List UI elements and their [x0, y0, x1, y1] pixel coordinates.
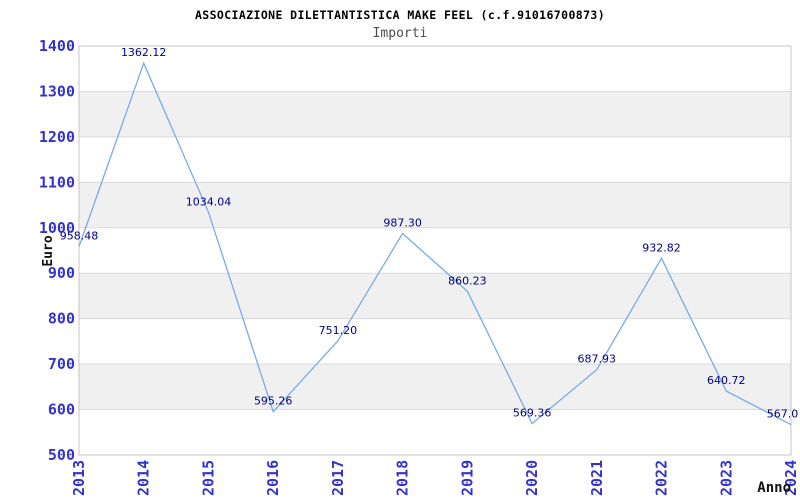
x-tick-label: 2015: [200, 460, 218, 496]
grid-band: [79, 364, 791, 410]
point-label: 567.0: [767, 408, 799, 421]
x-axis-title: Anno: [757, 480, 791, 496]
grid-band: [79, 182, 791, 228]
x-tick-label: 2014: [135, 460, 153, 496]
x-tick-label: 2017: [329, 460, 347, 496]
y-tick-label: 600: [48, 401, 75, 419]
x-tick-label: 2013: [70, 460, 88, 496]
y-axis-title: Euro: [41, 235, 56, 266]
y-tick-label: 800: [48, 310, 75, 328]
point-label: 687.93: [578, 353, 617, 366]
grid-band: [79, 91, 791, 137]
point-label: 932.82: [642, 241, 681, 254]
point-label: 1362.12: [121, 46, 167, 59]
grid-band: [79, 273, 791, 319]
y-tick-label: 900: [48, 264, 75, 282]
point-label: 987.30: [383, 217, 422, 230]
y-tick-label: 700: [48, 355, 75, 373]
point-label: 860.23: [448, 274, 487, 287]
chart-subtitle: Importi: [372, 26, 428, 41]
plot-border: [78, 45, 792, 456]
point-label: 595.26: [254, 395, 293, 408]
chart-title: ASSOCIAZIONE DILETTANTISTICA MAKE FEEL (…: [194, 8, 606, 22]
point-label: 569.36: [513, 407, 552, 420]
x-tick-label: 2016: [264, 460, 282, 496]
y-tick-label: 1100: [39, 173, 75, 191]
point-label: 640.72: [707, 374, 746, 387]
y-tick-label: 500: [48, 446, 75, 464]
x-tick-label: 2024: [782, 460, 800, 496]
x-tick-label: 2018: [394, 460, 412, 496]
point-label: 1034.04: [186, 195, 232, 208]
x-tick-label: 2019: [458, 460, 476, 496]
x-tick-label: 2022: [653, 460, 671, 496]
x-tick-label: 2023: [717, 460, 735, 496]
x-tick-label: 2021: [588, 460, 606, 496]
y-tick-label: 1200: [39, 128, 75, 146]
point-label: 751.20: [319, 324, 358, 337]
y-tick-label: 1400: [39, 37, 75, 55]
series-line: [78, 61, 792, 426]
point-label: 958.48: [60, 230, 99, 243]
y-tick-label: 1300: [39, 82, 75, 100]
x-tick-label: 2020: [523, 460, 541, 496]
y-tick-label: 1000: [39, 219, 75, 237]
